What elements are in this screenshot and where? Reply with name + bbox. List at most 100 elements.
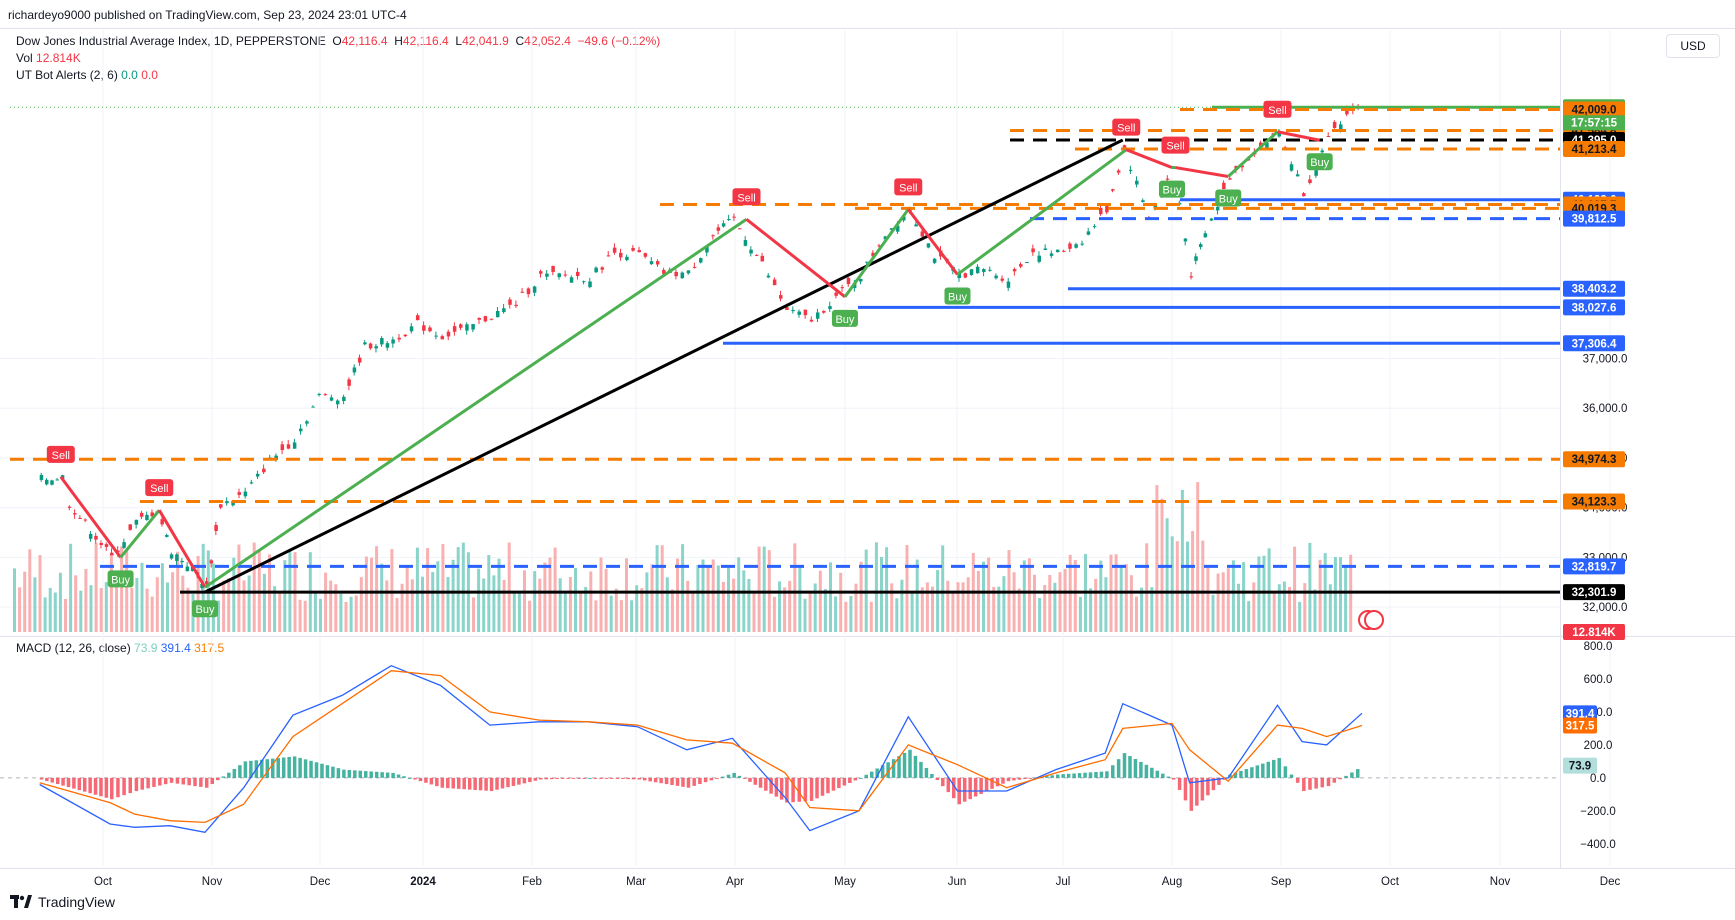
candle-body — [1222, 182, 1226, 190]
macd-histogram-bar — [779, 777, 784, 800]
signal-tag-sell[interactable] — [1263, 100, 1292, 118]
signal-tag-buy[interactable] — [1158, 180, 1185, 198]
candle-body — [209, 560, 214, 564]
candle-body — [459, 324, 463, 328]
macd-histogram-bar — [199, 777, 203, 787]
volume-bar — [1221, 572, 1225, 632]
macd-histogram-bar — [407, 777, 412, 779]
signal-tag-sell[interactable] — [894, 178, 923, 196]
volume-bar — [829, 562, 832, 632]
time-tick-label: 2024 — [410, 876, 436, 888]
macd-histogram-bar — [1116, 759, 1121, 778]
signal-tag-buy[interactable] — [1215, 189, 1242, 207]
macd-histogram-bar — [984, 777, 989, 792]
candle-body — [219, 504, 223, 508]
macd-histogram-bar — [325, 765, 330, 778]
volume-bar — [497, 558, 501, 632]
volume-bar — [1012, 572, 1016, 632]
volume-bar — [313, 593, 317, 632]
macd-histogram-bar — [1211, 777, 1216, 791]
macd-histogram-bar — [522, 777, 527, 784]
signal-tag-buy[interactable] — [107, 570, 134, 588]
volume-bar — [247, 575, 251, 632]
macd-histogram-bar — [128, 777, 132, 794]
macd-name[interactable]: MACD (12, 26, close) — [16, 641, 131, 655]
macd-histogram-bar — [544, 777, 549, 780]
candle-body — [99, 542, 103, 546]
macd-histogram-bar — [45, 777, 49, 782]
candle-body — [1092, 226, 1097, 228]
volume-bar — [691, 592, 695, 632]
macd-histogram-bar — [1111, 765, 1115, 778]
macd-histogram-bar — [820, 777, 825, 796]
signal-tag-label: Sell — [1166, 141, 1184, 153]
candle-body — [385, 343, 390, 348]
signal-tag-sell[interactable] — [1112, 118, 1141, 136]
signal-tag-buy[interactable] — [191, 600, 218, 618]
macd-histogram-bar — [1161, 773, 1165, 778]
macd-histogram-bar — [1195, 777, 1199, 806]
volume-bar — [890, 583, 894, 632]
volume-label[interactable]: Vol — [16, 51, 33, 65]
candle-body — [391, 339, 395, 344]
macd-histogram-bar — [1302, 777, 1306, 792]
macd-histogram-bar — [204, 777, 209, 788]
volume-bar — [808, 592, 812, 632]
candle-body — [477, 318, 481, 320]
volume-bar — [426, 548, 430, 632]
macd-histogram-bar — [1083, 772, 1087, 778]
currency-button[interactable]: USD — [1666, 34, 1720, 58]
macd-histogram-bar — [369, 771, 373, 778]
macd-histogram-bar — [941, 777, 945, 787]
candle-body — [403, 334, 408, 337]
signal-tag-sell[interactable] — [1161, 136, 1190, 154]
macd-histogram-bar — [897, 756, 901, 778]
macd-histogram-bar — [686, 777, 691, 788]
volume-bar — [242, 580, 246, 632]
volume-bar — [711, 559, 715, 632]
macd-histogram-bar — [1017, 777, 1022, 780]
volume-bar — [415, 547, 419, 632]
candle-body — [1019, 264, 1023, 267]
signal-tag-label: Sell — [737, 192, 755, 204]
macd-line-value: 391.4 — [160, 641, 191, 655]
volume-bar — [727, 567, 730, 632]
macd-histogram-bar — [506, 777, 510, 788]
volume-bar — [145, 588, 149, 632]
volume-bar — [140, 562, 144, 632]
macd-histogram-bar — [260, 759, 264, 778]
signal-trendline — [843, 208, 910, 298]
signal-tag-label: Buy — [1310, 157, 1329, 169]
economic-event-icon[interactable] — [1364, 610, 1384, 630]
volume-bar — [385, 580, 389, 632]
candle-body — [1289, 164, 1294, 171]
volume-bar — [507, 542, 511, 632]
signal-tag-buy[interactable] — [944, 287, 971, 305]
volume-bar — [660, 545, 664, 632]
volume-bar — [298, 599, 302, 632]
volume-bar — [951, 593, 955, 632]
macd-histogram-bar — [681, 777, 685, 787]
macd-histogram-bar — [249, 760, 253, 778]
macd-histogram-bar — [902, 752, 907, 778]
volume-bar — [1318, 559, 1322, 632]
signal-tag-buy[interactable] — [831, 309, 858, 327]
macd-histogram-bar — [642, 777, 647, 781]
volume-bar — [1135, 596, 1138, 632]
volume-bar — [451, 559, 455, 632]
symbol-name[interactable]: Dow Jones Industrial Average Index, 1D, … — [16, 34, 326, 48]
price-level-tag-label: 39,812.5 — [1572, 214, 1617, 226]
signal-tag-sell[interactable] — [145, 479, 174, 497]
volume-bar — [737, 557, 741, 632]
signal-tag-sell[interactable] — [732, 188, 761, 206]
signal-tag-buy[interactable] — [1306, 153, 1333, 171]
candle-body — [422, 325, 426, 331]
signal-tag-sell[interactable] — [46, 445, 75, 463]
macd-histogram-bar — [347, 769, 352, 778]
indicator-name[interactable]: UT Bot Alerts (2, 6) — [16, 68, 118, 82]
macd-histogram-bar — [742, 777, 747, 779]
candle-body — [1314, 170, 1318, 176]
signal-tag-label: Buy — [1162, 185, 1181, 197]
price-level-tag — [1563, 584, 1625, 601]
